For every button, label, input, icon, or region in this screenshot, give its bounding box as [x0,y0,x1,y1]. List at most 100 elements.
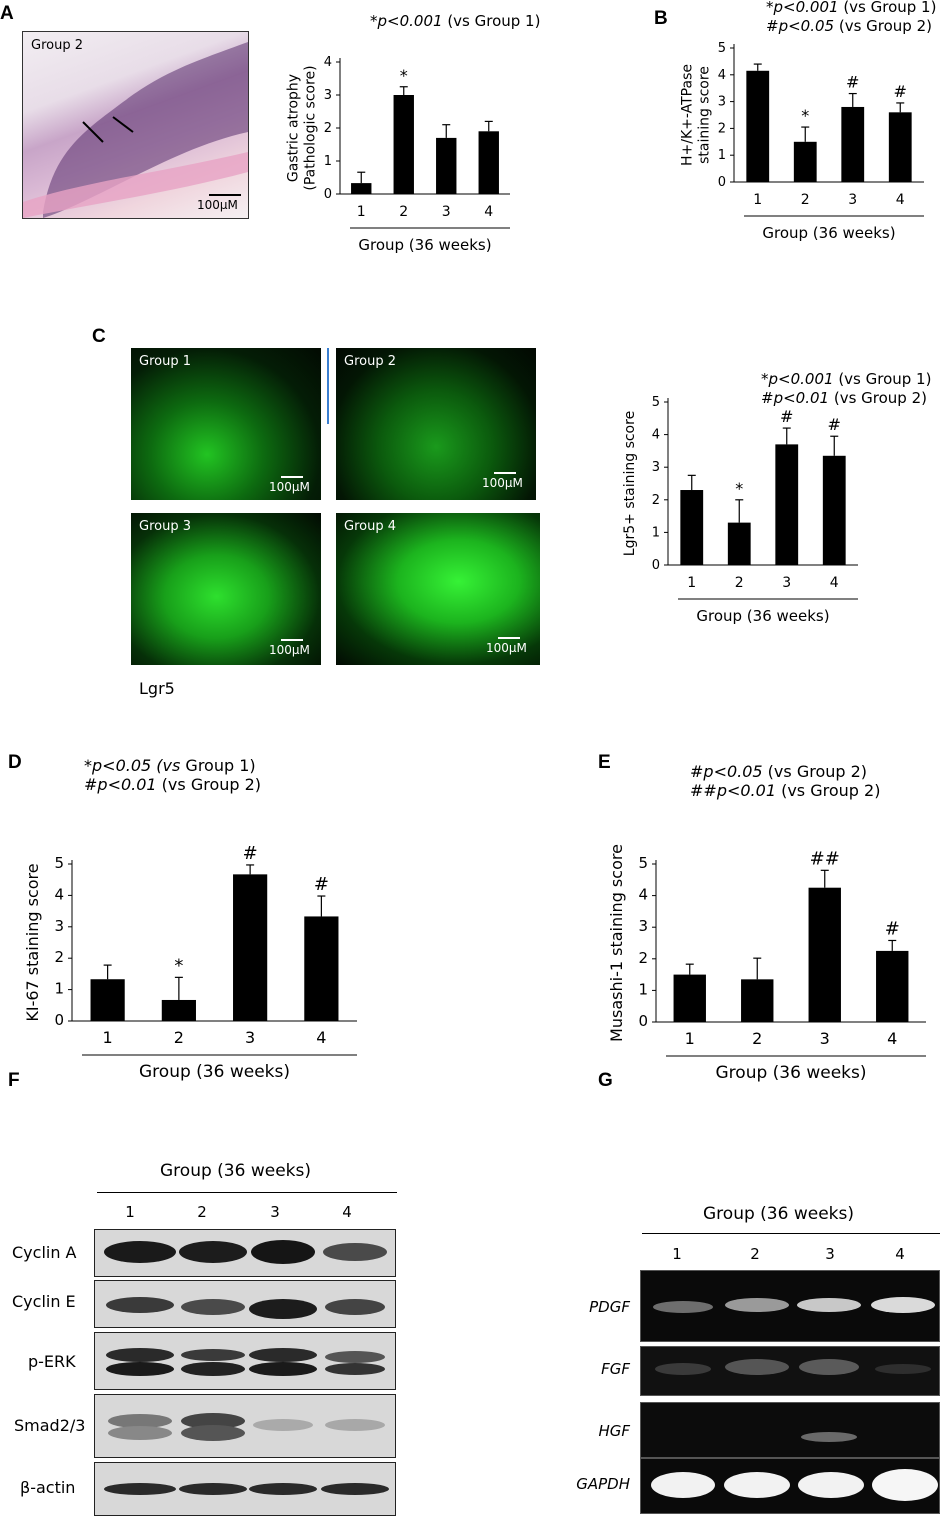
significance-mark: # [894,82,907,101]
x-tick-label: 2 [752,1029,762,1048]
y-tick-label: 1 [54,980,64,998]
note-d: *p<0.05 (vs Group 1) #p<0.01 (vs Group 2… [84,756,261,794]
y-tick-label: 4 [718,68,726,83]
x-tick-label: 4 [887,1029,897,1048]
panel-label-a: A [0,3,14,24]
bar [888,112,912,182]
image-tag-group-3: Group 3 [139,519,191,534]
significance-mark: # [314,874,329,895]
y-tick-label: 3 [54,917,64,935]
scale-bar [281,476,303,478]
note-line: #p<0.01 (vs Group 2) [84,775,262,794]
y-tick-label: 4 [324,55,332,70]
y-tick-label: 2 [638,949,648,967]
x-axis-label: Group (36 weeks) [358,236,491,254]
blot-row-smad2-3 [94,1394,396,1458]
bar [393,95,414,194]
bar [822,455,846,565]
blot-row-label: Cyclin A [12,1243,77,1262]
blot-bands [108,1413,385,1441]
x-tick-label: 2 [174,1028,184,1047]
gel-row-hgf [640,1402,940,1458]
x-tick-label: 2 [735,575,744,591]
y-axis-label: KI-67 staining score [23,863,42,1021]
y-tick-label: 2 [54,948,64,966]
scale-label-a: 100μM [197,198,238,212]
significance-mark: * [801,106,809,125]
lane-label: 2 [197,1203,207,1221]
y-axis-label: Musashi-1 staining score [607,844,626,1042]
panel-label-b: B [654,8,668,29]
blot-bands [104,1240,387,1264]
lane-label: 1 [672,1245,682,1263]
y-tick-label: 4 [652,428,660,443]
scale-bar [498,637,520,639]
y-tick-label: 4 [638,886,648,904]
image-tag-a: Group 2 [31,38,83,53]
significance-mark: # [885,918,900,939]
lane-label: 4 [342,1203,352,1221]
y-tick-label: 2 [652,493,660,508]
blot-row-label: β-actin [20,1478,76,1497]
significance-mark: # [780,407,793,426]
y-tick-label: 4 [54,885,64,903]
bar [90,979,125,1021]
scale-bar-a [209,194,241,196]
bar [775,444,799,565]
significance-mark: * [735,479,743,498]
lane-label: 4 [895,1245,905,1263]
y-tick-label: 2 [324,121,332,136]
y-tick-label: 5 [638,854,648,872]
fluorescence-image-group-3: Group 3 100μM [131,513,321,665]
x-tick-label: 3 [782,575,791,591]
gel-row-pdgf [640,1270,940,1342]
bar-chart-a: 0 1 2 3 4 1 * 2 3 4 Group (36 weeks) Gastric atroph… [286,55,510,254]
note-line: *p<0.001 (vs Group 1) [766,0,937,16]
bar [436,137,457,194]
bar [841,106,865,182]
x-tick-label: 1 [753,192,762,208]
gel-bands [651,1469,938,1501]
gel-row-label: HGF [598,1422,630,1440]
gel-row-gapdh [640,1458,940,1514]
x-axis-label: Group (36 weeks) [716,1063,867,1083]
lane-label: 3 [270,1203,280,1221]
bar [233,874,268,1021]
scale-label: 100μM [269,643,310,657]
significance-mark: ## [810,848,840,869]
note-e: #p<0.05 (vs Group 2) ##p<0.01 (vs Group … [690,762,880,800]
scale-bar [494,472,516,474]
y-tick-label: 5 [652,395,660,410]
blot-row-cyclin-e [94,1280,396,1328]
blot-row-cyclin-a [94,1229,396,1277]
panel-label-c: C [92,326,106,347]
bar [727,522,751,565]
blot-row-label: p-ERK [28,1352,76,1371]
blot-bands [104,1483,389,1495]
note-a: *p<0.001 (vs Group 1) [370,12,540,31]
bar [876,950,909,1022]
gel-bands [801,1432,857,1442]
y-tick-label: 3 [324,88,332,103]
y-tick-label: 0 [324,187,332,202]
blot-bands [106,1297,385,1319]
note-line: *p<0.001 (vs Group 1) [761,370,932,388]
gel-title-rule [642,1233,940,1234]
bar-chart-d: 0 1 2 3 4 5 1 * 2 #3 #4 Group (36 weeks) KI-67 stain… [23,843,357,1082]
x-axis-label: Group (36 weeks) [696,607,829,625]
bar-chart-e: 0 1 2 3 4 5 1 2 ## 3 #4 Group (36 weeks) Musashi-1 s… [607,844,926,1083]
scale-label: 100μM [482,476,523,490]
x-tick-label: 1 [685,1029,695,1048]
scale-label: 100μM [269,480,310,494]
y-tick-label: 1 [718,148,726,163]
blot-row-p-erk [94,1332,396,1390]
y-tick-label: 3 [638,917,648,935]
y-tick-label: 0 [638,1012,648,1030]
x-tick-label: 1 [103,1028,113,1047]
y-tick-label: 5 [718,41,726,56]
y-axis-label: Lgr5+ staining score [622,411,638,556]
gel-row-fgf [640,1346,940,1396]
x-tick-label: 2 [399,204,408,220]
